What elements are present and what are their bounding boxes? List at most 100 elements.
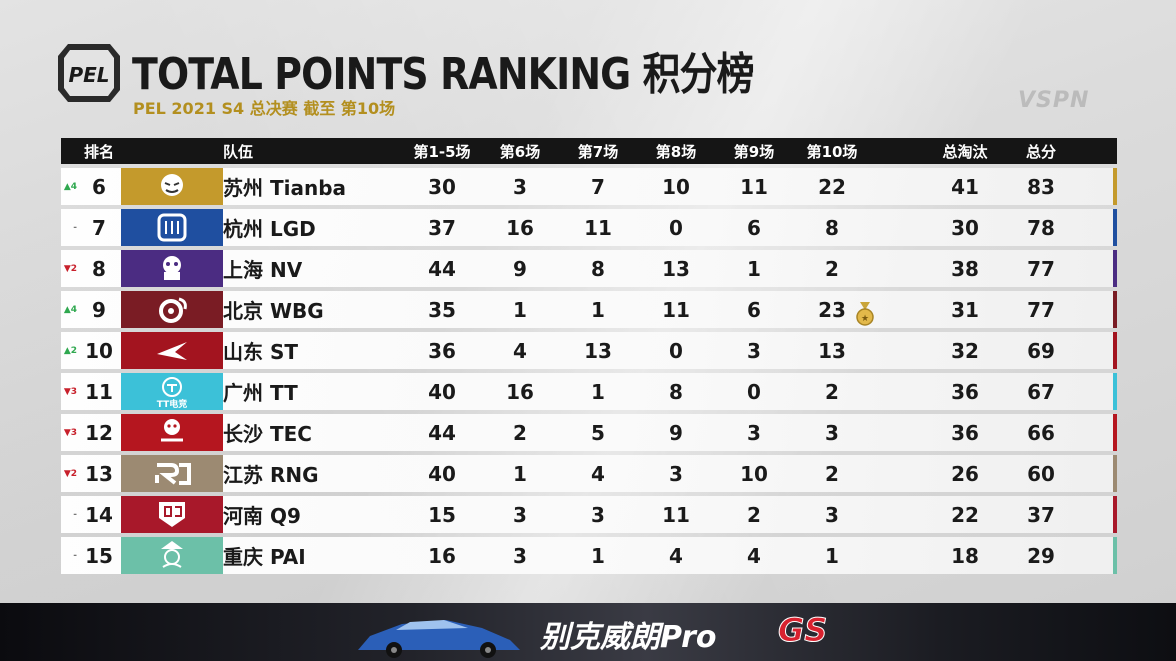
game-6-points: 9 [513,256,527,281]
col-game-8: 第8场 [655,142,697,161]
game-9-points: 3 [747,420,761,445]
game-8-points: 8 [669,379,683,404]
table-row: ▼3 12 长沙 TEC 44 2 5 9 3 3 36 66 [61,414,1117,451]
row-accent-bar [1113,373,1117,410]
total-eliminations: 18 [951,543,979,568]
table-row: - 14 河南 Q9 15 3 3 11 2 3 22 37 [61,496,1117,533]
table-row: ▲2 10 山东 ST 36 4 13 0 3 13 32 69 [61,332,1117,369]
team-logo [121,332,223,369]
ranking-table: 排名 队伍 第1-5场 第6场 第7场 第8场 第9场 第10场 总淘汰 总分 … [61,138,1117,574]
table-row: - 7 杭州 LGD 37 16 11 0 6 8 30 78 [61,209,1117,246]
total-points: 66 [1027,420,1055,445]
table-header: 排名 队伍 第1-5场 第6场 第7场 第8场 第9场 第10场 总淘汰 总分 [61,138,1117,164]
total-points: 69 [1027,338,1055,363]
pel-logo-text: PEL [68,63,109,87]
game-10-points: 8 [825,215,839,240]
game-9-points: 2 [747,502,761,527]
game-7-points: 3 [591,502,605,527]
table-row: - 15 重庆 PAI 16 3 1 4 4 1 18 29 [61,537,1117,574]
gs-badge-text: GS [778,612,827,648]
col-total-eliminations: 总淘汰 [942,142,988,161]
team-name: 杭州 LGD [223,217,316,241]
game-6-points: 16 [506,379,534,404]
total-points: 83 [1027,174,1055,199]
rank-number: 11 [85,379,113,404]
col-game-10: 第10场 [806,142,858,161]
game-8-points: 0 [669,215,683,240]
games-1-5-points: 35 [428,297,456,322]
game-9-points: 0 [747,379,761,404]
rank-change: ▼3 [63,427,77,438]
game-7-points: 1 [591,543,605,568]
col-game-7: 第7场 [577,142,619,161]
games-1-5-points: 15 [428,502,456,527]
game-6-points: 2 [513,420,527,445]
game-8-points: 3 [669,461,683,486]
game-6-points: 1 [513,297,527,322]
sponsor-banner [0,603,1176,661]
game-8-points: 11 [662,502,690,527]
rank-number: 14 [85,502,113,527]
total-points: 29 [1027,543,1055,568]
game-8-points: 11 [662,297,690,322]
rank-number: 13 [85,461,113,486]
game-7-points: 1 [591,379,605,404]
game-10-points: 1 [825,543,839,568]
game-10-points: 23 [818,297,846,322]
game-6-points: 16 [506,215,534,240]
game-9-points: 10 [740,461,768,486]
team-logo [121,414,223,451]
rank-change: ▼2 [63,263,77,274]
rank-change: ▼2 [63,468,77,479]
col-rank: 排名 [83,142,114,161]
total-points: 60 [1027,461,1055,486]
games-1-5-points: 36 [428,338,456,363]
team-logo [121,250,223,287]
col-game-6: 第6场 [499,142,541,161]
game-9-points: 11 [740,174,768,199]
games-1-5-points: 37 [428,215,456,240]
sponsor-text: 别克威朗Pro [540,620,717,655]
page-title: TOTAL POINTS RANKING 积分榜 [132,49,754,100]
game-6-points: 1 [513,461,527,486]
game-10-points: 2 [825,461,839,486]
table-row: ▲4 6 苏州 Tianba 30 3 7 10 11 22 41 83 [61,168,1117,205]
rank-change: ▲2 [63,345,77,356]
total-eliminations: 36 [951,379,979,404]
team-name: 苏州 Tianba [223,176,347,200]
team-logo [121,291,223,328]
games-1-5-points: 16 [428,543,456,568]
team-name: 北京 WBG [223,299,324,323]
rank-change: ▼3 [63,386,77,397]
game-10-points: 2 [825,379,839,404]
rank-change: ▲4 [63,181,77,192]
game-10-points: 22 [818,174,846,199]
total-eliminations: 22 [951,502,979,527]
game-9-points: 3 [747,338,761,363]
row-accent-bar [1113,168,1117,205]
col-game-9: 第9场 [733,142,775,161]
games-1-5-points: 40 [428,379,456,404]
games-1-5-points: 40 [428,461,456,486]
col-total-points: 总分 [1025,142,1056,161]
col-games-1-5: 第1-5场 [413,142,471,161]
game-8-points: 4 [669,543,683,568]
rank-number: 8 [92,256,106,281]
rank-number: 10 [85,338,113,363]
row-accent-bar [1113,496,1117,533]
game-9-points: 6 [747,297,761,322]
row-accent-bar [1113,250,1117,287]
game-10-points: 2 [825,256,839,281]
row-accent-bar [1113,332,1117,369]
row-accent-bar [1113,414,1117,451]
game-7-points: 8 [591,256,605,281]
rank-change: - [73,550,77,561]
team-name: 河南 Q9 [223,504,301,528]
svg-text:★: ★ [861,314,869,324]
games-1-5-points: 30 [428,174,456,199]
games-1-5-points: 44 [428,256,456,281]
rank-change: - [73,222,77,233]
rank-number: 12 [85,420,113,445]
game-7-points: 1 [591,297,605,322]
game-6-points: 3 [513,174,527,199]
